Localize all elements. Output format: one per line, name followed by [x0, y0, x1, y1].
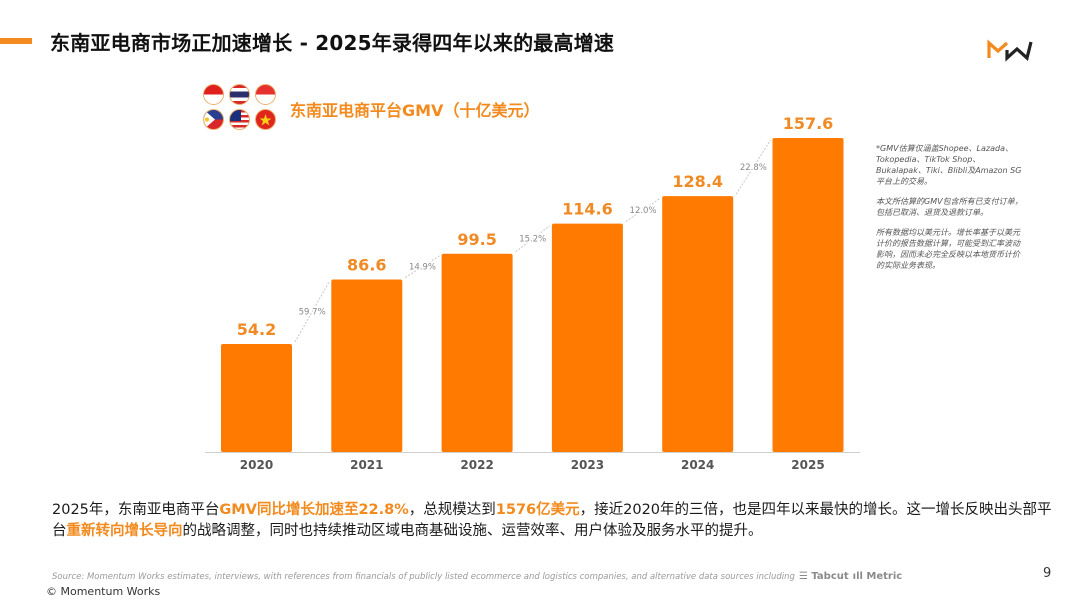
data-label-2025: 157.6	[783, 114, 834, 133]
data-label-2020: 54.2	[237, 320, 276, 339]
bar-2020	[221, 344, 292, 452]
growth-connector-2023	[515, 225, 551, 253]
philippines-flag-icon	[203, 109, 224, 130]
bar-2024	[662, 196, 734, 452]
bar-2021	[331, 279, 403, 452]
x-tick-2021: 2021	[350, 458, 383, 472]
data-label-2024: 128.4	[672, 172, 723, 191]
copyright: © Momentum Works	[46, 585, 161, 598]
page-number: 9	[1043, 566, 1052, 581]
source-note: Source: Momentum Works estimates, interv…	[52, 571, 902, 582]
bar-2025	[772, 138, 844, 452]
data-label-2022: 99.5	[457, 230, 496, 249]
growth-label-2024: 12.0%	[630, 206, 657, 216]
x-tick-2025: 2025	[791, 458, 824, 472]
chart-notes: *GMV估算仅涵盖Shopee、Lazada、Tokopedia、TikTok …	[876, 143, 1024, 280]
momentum-works-logo-icon	[987, 39, 1033, 62]
growth-connector-2025	[735, 139, 771, 195]
summary-text: ，接近2020年的三倍，也是四年以来最快的增长。这一增长反映出头部平台	[52, 502, 1052, 539]
data-label-2021: 86.6	[347, 255, 386, 274]
chart-title: 东南亚电商平台GMV（十亿美元）	[290, 101, 540, 120]
source-text: Source: Momentum Works estimates, interv…	[52, 572, 795, 582]
growth-label-2021: 59.7%	[299, 308, 326, 318]
x-tick-2024: 2024	[681, 458, 714, 472]
bar-2023	[551, 223, 623, 452]
x-tick-2020: 2020	[240, 458, 273, 472]
metric-brand: ıll Metric	[852, 571, 903, 582]
tabcut-brand: ☰ Tabcut	[798, 571, 849, 582]
note-gmv-scope: *GMV估算仅涵盖Shopee、Lazada、Tokopedia、TikTok …	[876, 144, 1022, 186]
x-tick-2022: 2022	[460, 458, 493, 472]
title-accent-bar	[0, 38, 32, 44]
growth-label-2022: 14.9%	[409, 263, 436, 273]
summary-text: 2025年，东南亚电商平台	[52, 502, 220, 518]
indonesia-flag-icon	[203, 84, 224, 105]
summary-text: ，总规模达到	[408, 502, 496, 518]
thailand-flag-icon	[229, 84, 250, 105]
growth-label-2023: 15.2%	[519, 235, 546, 245]
note-gmv-definition: 本文所估算的GMV包含所有已支付订单，包括已取消、退货及退款订单。	[876, 197, 1023, 217]
page-title: 东南亚电商市场正加速增长 - 2025年录得四年以来的最高增速	[50, 31, 615, 55]
country-flags	[203, 84, 277, 130]
note-currency: 所有数据均以美元计。增长率基于以美元计价的报告数据计算，可能受到汇率波动影响，因…	[876, 228, 1020, 270]
growth-label-2025: 22.8%	[740, 163, 767, 173]
summary-highlight-total: 1576亿美元	[495, 502, 580, 518]
summary-highlight-strategy: 重新转向增长导向	[66, 523, 183, 539]
summary-highlight-growth: GMV同比增长加速至22.8%	[219, 502, 409, 518]
x-tick-2023: 2023	[571, 458, 604, 472]
vietnam-flag-icon	[255, 109, 276, 130]
growth-connector-2021	[294, 281, 330, 343]
malaysia-flag-icon	[229, 109, 250, 130]
summary-paragraph: 2025年，东南亚电商平台GMV同比增长加速至22.8%，总规模达到1576亿美…	[52, 500, 1062, 542]
singapore-flag-icon	[255, 84, 276, 105]
summary-text: 的战略调整，同时也持续推动区域电商基础设施、运营效率、用户体验及服务水平的提升。	[182, 523, 763, 539]
bar-2022	[441, 253, 513, 452]
data-label-2023: 114.6	[562, 200, 613, 219]
